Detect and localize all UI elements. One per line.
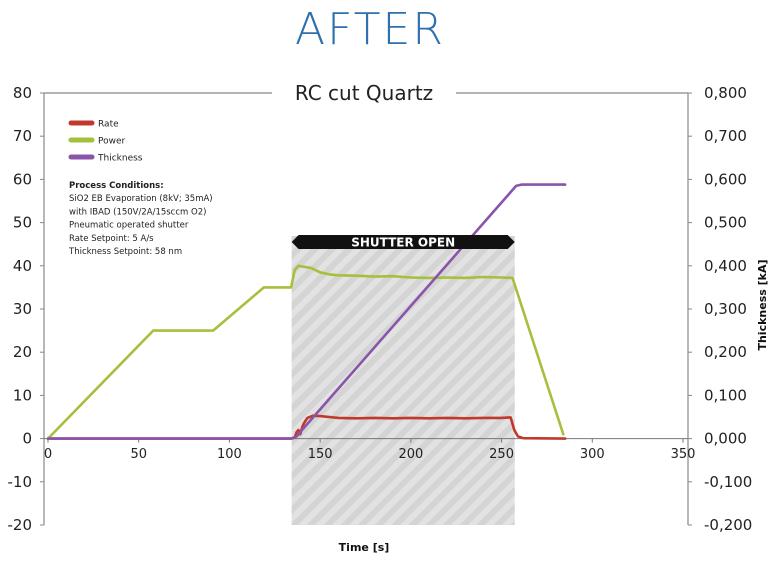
y-tick-label: 60 (13, 170, 32, 188)
y2-tick-label: 0,000 (704, 430, 747, 448)
conditions-heading: Process Conditions: (69, 181, 164, 191)
y2-tick-label: 0,500 (704, 214, 747, 232)
x-tick-label: 350 (671, 447, 696, 462)
conditions-line: SiO2 EB Evaporation (8kV; 35mA) (69, 194, 213, 204)
y2-tick-label: -0,100 (704, 473, 752, 491)
y2-tick-label: 0,100 (704, 386, 747, 404)
y2-axis-title: Thickness [kA] (756, 259, 769, 350)
x-tick-label: 250 (489, 447, 514, 462)
x-axis-title: Time [s] (339, 541, 390, 554)
x-tick-label: 200 (398, 447, 423, 462)
y-tick-label: 10 (13, 386, 32, 404)
series-line-thickness (46, 183, 567, 440)
y-tick-label: 20 (13, 343, 32, 361)
y-tick-label: 70 (13, 127, 32, 145)
y2-tick-label: 0,400 (704, 257, 747, 275)
series-line-rate (46, 414, 567, 440)
y2-tick-label: 0,200 (704, 343, 747, 361)
conditions-line: Thickness Setpoint: 58 nm (68, 247, 182, 257)
shutter-open-region (291, 236, 515, 525)
shutter-open-label: SHUTTER OPEN (351, 236, 455, 250)
y-tick-label: 40 (13, 257, 32, 275)
chart-title: RC cut Quartz (295, 81, 433, 105)
y2-tick-label: -0,200 (704, 516, 752, 534)
x-tick-label: 0 (44, 447, 52, 462)
conditions-line: Rate Setpoint: 5 A/s (69, 234, 154, 244)
x-tick-label: 50 (130, 447, 147, 462)
legend-label-power: Power (98, 137, 126, 147)
y-tick-label: 50 (13, 214, 32, 232)
x-tick-label: 150 (308, 447, 333, 462)
page-title: AFTER (295, 4, 445, 55)
y-tick-label: -20 (8, 516, 33, 534)
y-tick-label: 80 (13, 84, 32, 102)
y2-tick-label: 0,600 (704, 170, 747, 188)
x-tick-label: 300 (580, 447, 605, 462)
legend-label-rate: Rate (98, 120, 119, 130)
y2-tick-label: 0,700 (704, 127, 747, 145)
x-tick-label: 100 (217, 447, 242, 462)
conditions-line: with IBAD (150V/2A/15sccm O2) (69, 207, 206, 217)
shutter-open-banner (291, 235, 515, 249)
y2-tick-label: 0,800 (704, 84, 747, 102)
y-tick-label: 30 (13, 300, 32, 318)
conditions-line: Pneumatic operated shutter (69, 221, 189, 231)
y-tick-label: -10 (8, 473, 33, 491)
legend-label-thickness: Thickness (97, 154, 143, 164)
y-tick-label: 0 (22, 430, 32, 448)
series-line-power (46, 264, 565, 440)
y2-tick-label: 0,300 (704, 300, 747, 318)
